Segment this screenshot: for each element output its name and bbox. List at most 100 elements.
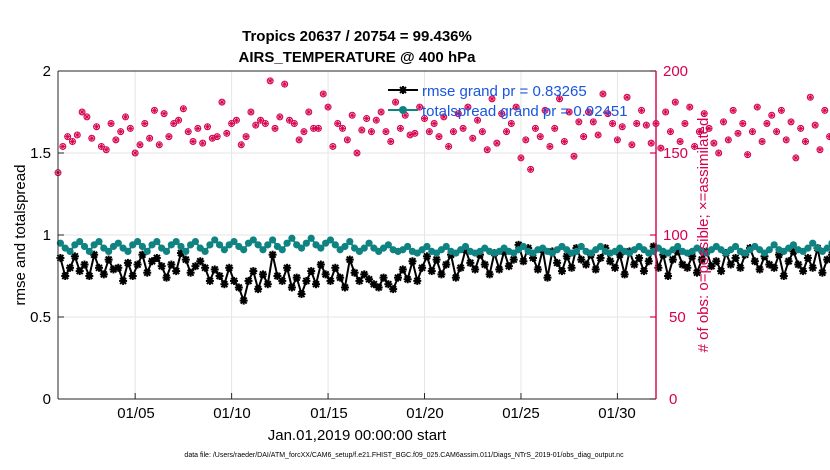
obs-assimilated-point <box>83 113 90 120</box>
obs-assimilated-point <box>720 118 727 125</box>
totalspread-point <box>804 244 812 252</box>
obs-assimilated-point <box>624 94 631 101</box>
obs-assimilated-stroke <box>778 107 784 113</box>
obs-assimilated-stroke <box>479 129 485 135</box>
obs-assimilated-point <box>508 120 515 127</box>
rmse-point-stroke <box>558 267 566 275</box>
rmse-point <box>61 272 70 280</box>
rmse-point-stroke <box>818 269 827 277</box>
rmse-point-stroke <box>804 254 812 262</box>
obs-assimilated-point <box>783 136 790 143</box>
obs-assimilated-stroke <box>262 120 268 126</box>
obs-assimilated-point <box>281 81 288 88</box>
rmse-point-stroke <box>249 267 258 275</box>
rmse-point-stroke <box>370 280 378 288</box>
rmse-point-stroke <box>302 277 311 285</box>
rmse-point-stroke <box>80 260 89 269</box>
obs-assimilated-point <box>450 128 457 135</box>
totalspread-point <box>384 241 392 249</box>
rmse-point <box>393 273 402 282</box>
obs-assimilated-point <box>807 94 814 101</box>
rmse-point <box>717 267 726 276</box>
obs-assimilated-stroke <box>720 119 727 125</box>
rmse-point-stroke <box>90 250 98 259</box>
obs-assimilated-stroke <box>749 129 755 135</box>
rmse-point <box>606 257 615 266</box>
totalspread-point <box>809 239 817 247</box>
obs-assimilated-point <box>686 104 693 111</box>
rmse-point-stroke <box>809 264 817 272</box>
rmse-point-stroke <box>230 277 238 285</box>
obs-assimilated-point <box>373 117 380 124</box>
obs-assimilated-stroke <box>817 147 823 153</box>
totalspread-point <box>162 247 171 255</box>
obs-assimilated-stroke <box>229 120 235 126</box>
obs-assimilated-point <box>156 141 163 148</box>
y2-tick-label: 200 <box>663 63 688 80</box>
obs-assimilated-stroke <box>137 142 143 148</box>
obs-assimilated-stroke <box>513 104 519 110</box>
obs-assimilated-stroke <box>807 94 813 100</box>
obs-assimilated-point <box>354 150 360 156</box>
obs-assimilated-stroke <box>460 125 466 131</box>
obs-assimilated-stroke <box>822 107 828 113</box>
totalspread-point <box>105 247 113 255</box>
obs-assimilated-stroke <box>407 132 413 138</box>
totalspread-point <box>331 241 339 249</box>
rmse-point-stroke <box>437 270 446 279</box>
obs-assimilated-stroke <box>190 139 196 145</box>
left-tick-labels: 0 0.5 1 1.5 2 <box>30 63 51 408</box>
obs-assimilated-point <box>180 105 187 112</box>
obs-assimilated-stroke <box>532 125 538 131</box>
rmse-point <box>750 257 759 266</box>
rmse-point-stroke <box>389 285 397 293</box>
obs-assimilated-stroke <box>286 117 293 123</box>
rmse-point <box>389 285 398 294</box>
totalspread-point <box>346 237 354 246</box>
obs-assimilated-point <box>657 145 664 152</box>
obs-assimilated-stroke <box>383 129 389 135</box>
rmse-point <box>664 272 673 280</box>
obs-assimilated-point <box>667 128 674 135</box>
rmse-point-stroke <box>780 272 788 280</box>
totalspread-point <box>153 237 161 246</box>
rmse-point <box>369 280 378 289</box>
rmse-point-stroke <box>765 260 774 269</box>
totalspread-point <box>215 241 224 249</box>
obs-assimilated-stroke <box>740 120 746 126</box>
totalspread-point <box>461 242 470 251</box>
rmse-point <box>736 263 745 272</box>
rmse-point-stroke <box>220 280 229 288</box>
obs-assimilated-stroke <box>224 130 230 136</box>
obs-assimilated-point <box>609 120 616 127</box>
obs-assimilated-point <box>151 107 158 114</box>
totalspread-point <box>269 236 277 244</box>
totalspread-point <box>572 247 581 255</box>
obs-assimilated-point <box>175 117 182 124</box>
totalspread-point <box>596 242 605 251</box>
totalspread-point <box>307 234 315 242</box>
rmse-point-stroke <box>505 262 513 270</box>
rmse-point <box>287 283 296 292</box>
obs-assimilated-point <box>98 143 105 150</box>
totalspread-point <box>254 241 262 249</box>
rmse-point-stroke <box>485 270 494 279</box>
obs-assimilated-point <box>69 138 76 145</box>
obs-assimilated-point <box>238 141 245 148</box>
obs-assimilated-stroke <box>658 145 664 151</box>
obs-assimilated-stroke <box>397 125 403 131</box>
x-axis-label: Jan.01,2019 00:00:00 start <box>268 427 447 444</box>
obs-assimilated-stroke <box>793 155 799 161</box>
y2-tick-label: 0 <box>669 391 677 408</box>
rmse-point <box>75 267 84 276</box>
rmse-point <box>355 276 364 285</box>
obs-assimilated-point <box>421 115 428 122</box>
obs-assimilated-stroke <box>783 137 789 143</box>
obs-assimilated-stroke <box>103 147 109 153</box>
obs-assimilated-point <box>706 125 713 132</box>
rmse-point-stroke <box>635 254 643 262</box>
rmse-point <box>427 267 436 276</box>
obs-assimilated-point <box>199 140 206 147</box>
rmse-point <box>152 253 161 262</box>
rmse-point-stroke <box>611 264 619 272</box>
